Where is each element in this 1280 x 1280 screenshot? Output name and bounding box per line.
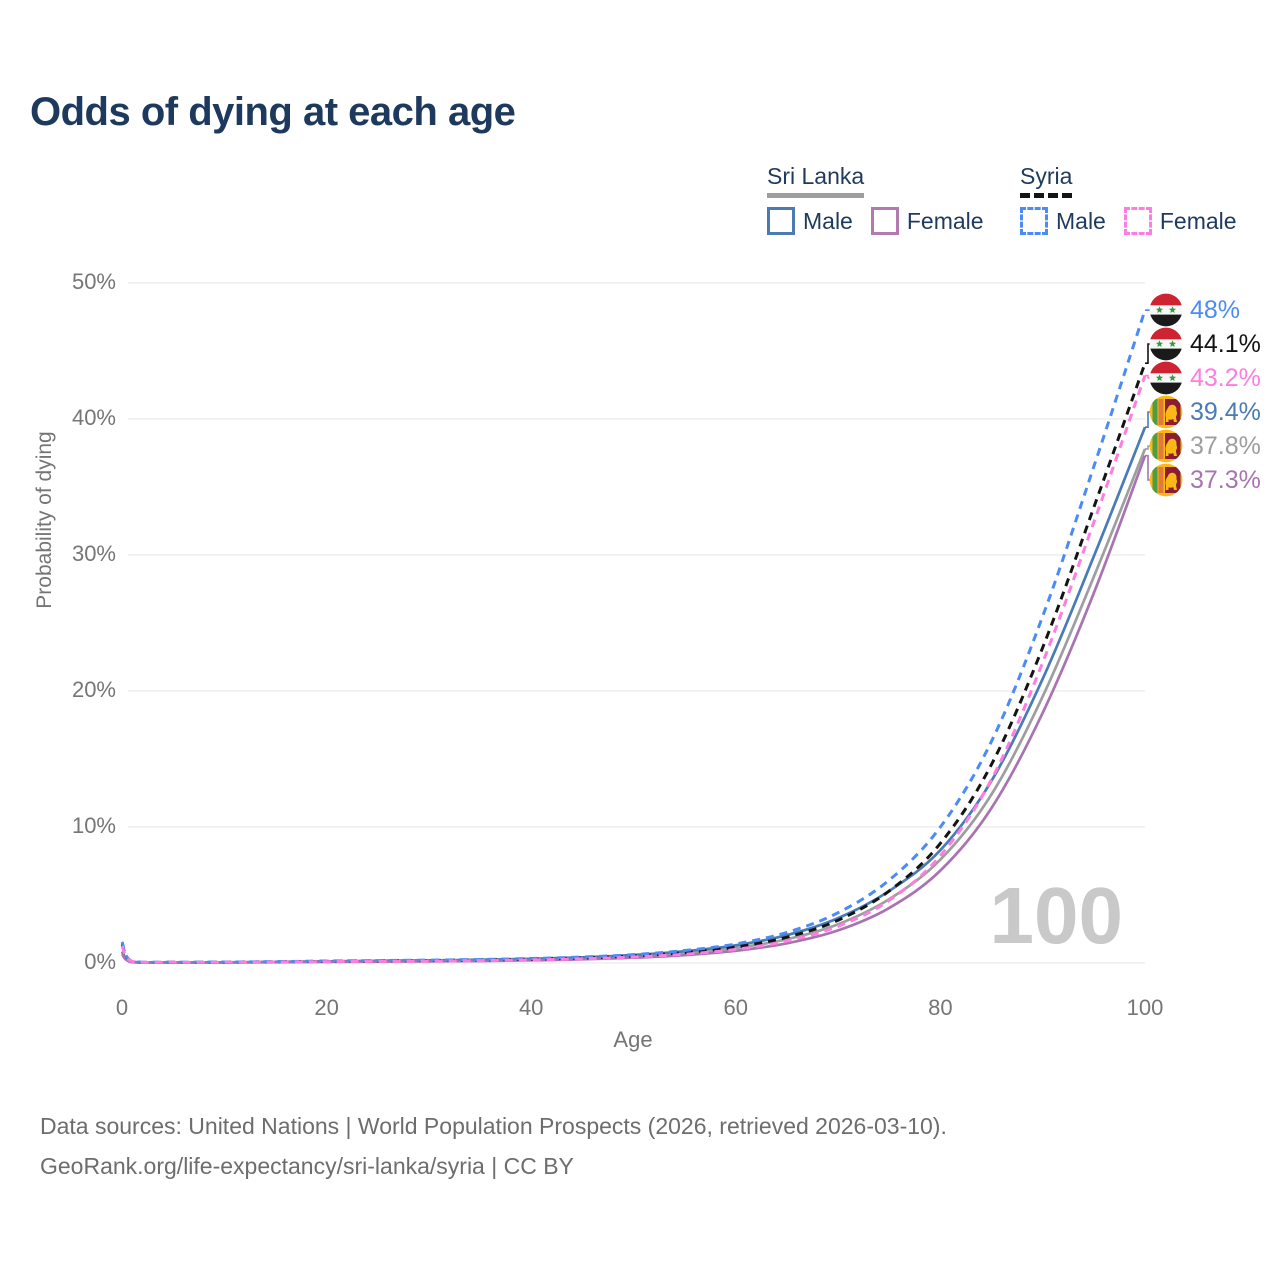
end-label-sri-lanka-female: 37.3% <box>1190 465 1261 494</box>
y-tick-40%: 40% <box>71 404 116 430</box>
legend-item-label: Female <box>906 207 984 234</box>
end-label-sri-lanka-both: 37.8% <box>1190 431 1261 460</box>
syria-flag-icon <box>1149 327 1183 361</box>
end-label-row-syria-both: 44.1% <box>1149 327 1261 361</box>
end-label-syria-both: 44.1% <box>1190 329 1261 358</box>
legend-item-syria-female[interactable]: Female <box>1123 207 1237 235</box>
end-label-row-syria-male: 48% <box>1149 293 1240 327</box>
y-axis-title: Probability of dying <box>33 431 56 609</box>
x-axis-title: Age <box>613 1027 653 1052</box>
x-tick-60: 60 <box>723 995 749 1020</box>
x-tick-0: 0 <box>115 995 129 1020</box>
legend-swatch-syria-female <box>1123 207 1152 235</box>
legend-row-syria: Male Female <box>1020 207 1237 235</box>
legend-item-sri-lanka-female[interactable]: Female <box>870 207 984 235</box>
end-label-row-sri-lanka-both: 37.8% <box>1149 429 1261 463</box>
sri-lanka-flag-icon <box>1149 429 1183 463</box>
legend-item-label: Male <box>803 207 853 234</box>
end-label-row-sri-lanka-male: 39.4% <box>1149 395 1261 429</box>
x-tick-100: 100 <box>1126 995 1164 1020</box>
footer: Data sources: United Nations | World Pop… <box>40 1106 947 1186</box>
footer-attribution-link: GeoRank.org/life-expectancy/sri-lanka/sy… <box>40 1153 574 1179</box>
x-tick-40: 40 <box>518 995 544 1020</box>
end-label-syria-female: 43.2% <box>1190 363 1261 392</box>
legend-country-sri-lanka[interactable]: Sri Lanka <box>767 163 865 198</box>
y-tick-0%: 0% <box>84 948 116 974</box>
legend-item-label: Female <box>1159 207 1237 234</box>
end-label-row-sri-lanka-female: 37.3% <box>1149 463 1261 497</box>
x-tick-80: 80 <box>928 995 953 1020</box>
age-counter-watermark: 100 <box>989 871 1123 960</box>
end-label-sri-lanka-male: 39.4% <box>1190 397 1261 426</box>
sri-lanka-flag-icon <box>1149 395 1183 429</box>
footer-data-sources: Data sources: United Nations | World Pop… <box>40 1113 947 1139</box>
legend-group-syria: Syria Male Female <box>1020 163 1237 235</box>
legend-item-sri-lanka-male[interactable]: Male <box>767 207 853 235</box>
y-tick-50%: 50% <box>71 268 116 294</box>
sri-lanka-flag-icon <box>1149 463 1183 497</box>
legend-group-sri-lanka: Sri Lanka Male Female <box>767 163 984 235</box>
chart-title: Odds of dying at each age <box>30 90 516 134</box>
legend-item-label: Male <box>1056 207 1106 234</box>
legend-swatch-sri-lanka-male <box>767 207 795 235</box>
y-tick-30%: 30% <box>71 540 116 566</box>
legend-country-syria[interactable]: Syria <box>1020 163 1073 198</box>
y-tick-10%: 10% <box>71 812 116 838</box>
syria-flag-icon <box>1149 361 1183 395</box>
syria-flag-icon <box>1149 293 1183 327</box>
series-line-syria-male <box>120 309 1147 964</box>
x-tick-20: 20 <box>314 995 339 1020</box>
legend-swatch-syria-male <box>1020 207 1048 235</box>
end-label-syria-male: 48% <box>1190 295 1241 324</box>
legend-item-syria-male[interactable]: Male <box>1020 207 1106 235</box>
legend-row-sri-lanka: Male Female <box>767 207 984 235</box>
legend-swatch-sri-lanka-female <box>870 207 899 235</box>
y-tick-20%: 20% <box>71 676 116 702</box>
end-label-row-syria-female: 43.2% <box>1149 361 1261 395</box>
